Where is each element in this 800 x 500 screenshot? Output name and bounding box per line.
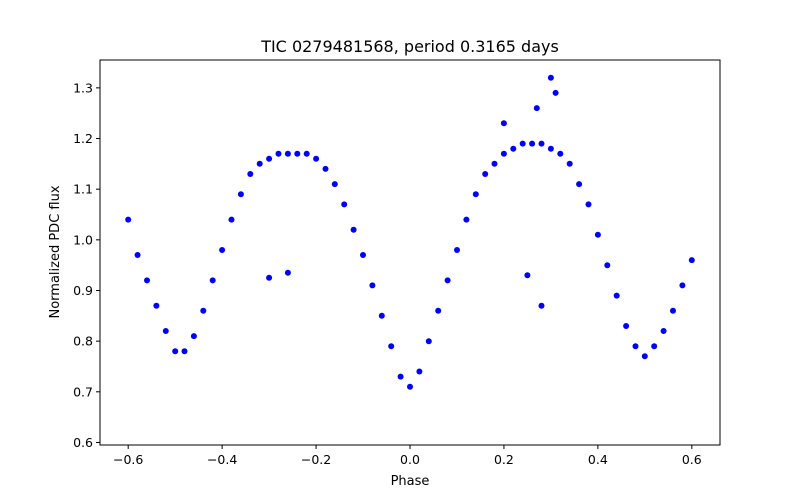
data-point — [219, 247, 226, 253]
data-point — [660, 328, 667, 334]
x-tick-label: −0.4 — [207, 452, 237, 467]
data-point — [529, 140, 536, 147]
data-point — [435, 307, 442, 314]
data-point — [557, 150, 564, 157]
data-point — [341, 201, 348, 208]
data-point — [463, 216, 470, 223]
data-point — [651, 343, 658, 350]
x-tick-label: 0.2 — [494, 452, 514, 467]
data-point — [125, 216, 132, 223]
data-point — [162, 328, 169, 334]
data-point — [247, 171, 254, 177]
data-point — [524, 272, 531, 279]
data-point — [510, 145, 517, 152]
data-points — [125, 74, 695, 390]
data-point — [416, 368, 423, 375]
data-point — [623, 323, 630, 329]
data-point — [144, 277, 150, 284]
data-point — [491, 160, 498, 167]
data-point — [632, 343, 639, 350]
data-point — [228, 216, 235, 223]
data-point — [378, 312, 385, 319]
data-point — [585, 201, 592, 208]
data-point — [533, 105, 540, 112]
data-point — [190, 333, 197, 340]
data-point — [266, 155, 273, 162]
data-point — [237, 191, 244, 198]
data-point — [482, 171, 489, 177]
data-point — [153, 302, 160, 309]
data-point — [303, 150, 310, 157]
y-tick-label: 0.7 — [73, 384, 93, 399]
data-point — [407, 383, 413, 390]
data-point — [313, 155, 320, 162]
x-axis: −0.6 −0.4 −0.2 0.0 0.2 0.4 0.6 — [113, 445, 702, 467]
data-point — [594, 231, 601, 238]
data-point — [388, 343, 395, 350]
data-point — [472, 191, 479, 198]
x-tick-label: 0.4 — [588, 452, 608, 467]
y-tick-label: 1.0 — [73, 232, 93, 247]
x-axis-label: Phase — [391, 474, 430, 489]
data-point — [444, 277, 451, 284]
y-tick-label: 1.1 — [73, 182, 93, 197]
chart-title: TIC 0279481568, period 0.3165 days — [260, 37, 559, 56]
data-point — [294, 150, 301, 157]
data-point — [500, 120, 507, 127]
y-tick-label: 1.3 — [73, 80, 93, 95]
data-point — [679, 282, 686, 289]
data-point — [200, 307, 207, 314]
data-point — [576, 181, 583, 188]
y-axis: 0.6 0.7 0.8 0.9 1.0 1.1 1.2 1.3 — [73, 80, 100, 450]
y-tick-label: 0.6 — [73, 435, 93, 450]
data-point — [500, 150, 507, 157]
data-point — [256, 160, 263, 167]
data-point — [566, 160, 573, 167]
data-point — [604, 262, 611, 269]
y-tick-label: 0.8 — [73, 334, 93, 349]
data-point — [331, 181, 338, 188]
data-point — [552, 89, 559, 96]
x-tick-label: −0.2 — [301, 452, 331, 467]
data-point — [670, 307, 676, 314]
data-point — [538, 302, 545, 309]
data-point — [369, 282, 376, 289]
y-tick-label: 0.9 — [73, 283, 93, 298]
data-point — [519, 140, 526, 147]
data-point — [641, 353, 648, 360]
data-point — [538, 140, 545, 147]
data-point — [275, 150, 282, 157]
data-point — [322, 165, 329, 172]
data-point — [547, 145, 554, 152]
data-point — [688, 257, 695, 264]
data-point — [454, 247, 460, 253]
data-point — [134, 252, 141, 258]
data-point — [181, 348, 188, 355]
data-point — [547, 74, 554, 81]
data-point — [397, 373, 404, 380]
data-point — [360, 252, 366, 258]
data-point — [350, 226, 357, 233]
x-tick-label: −0.6 — [113, 452, 143, 467]
data-point — [284, 150, 291, 157]
data-point — [613, 292, 620, 299]
data-point — [284, 269, 291, 276]
y-tick-label: 1.2 — [73, 131, 93, 146]
x-tick-label: 0.0 — [400, 452, 420, 467]
y-axis-label: Normalized PDC flux — [48, 185, 63, 318]
data-point — [209, 277, 216, 284]
x-tick-label: 0.6 — [682, 452, 702, 467]
data-point — [266, 274, 273, 281]
data-point — [172, 348, 179, 355]
data-point — [425, 338, 432, 345]
